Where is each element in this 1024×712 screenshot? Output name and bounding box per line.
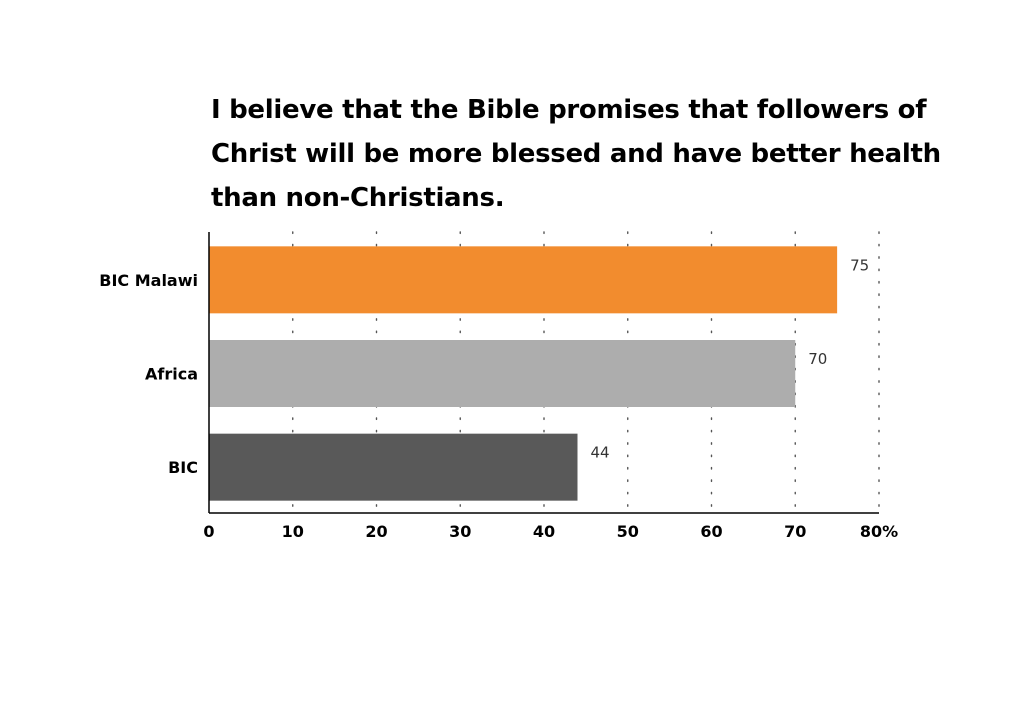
x-tick-label: 10 (282, 522, 304, 541)
x-tick-label: 50 (617, 522, 639, 541)
bar (209, 246, 838, 314)
bars (209, 246, 838, 501)
category-label: BIC (168, 458, 198, 477)
labels: BIC Malawi 75 Africa 70 BIC 44 0 10 20 30 40 50 60 70… (99, 256, 898, 541)
x-tick-label: 30 (449, 522, 471, 541)
axes (208, 232, 879, 514)
x-tick-label: 80% (860, 522, 898, 541)
data-label: 70 (808, 350, 827, 368)
data-label: 75 (850, 256, 869, 274)
category-label: Africa (145, 365, 198, 384)
category-label: BIC Malawi (99, 271, 198, 290)
x-tick-label: 70 (784, 522, 806, 541)
data-label: 44 (591, 444, 610, 462)
x-tick-label: 20 (365, 522, 387, 541)
x-tick-label: 60 (700, 522, 722, 541)
chart-title: I believe that the Bible promises that f… (211, 95, 941, 213)
x-tick-label: 40 (533, 522, 555, 541)
bar (209, 433, 578, 501)
bar (209, 340, 796, 407)
x-tick-label: 0 (203, 522, 214, 541)
